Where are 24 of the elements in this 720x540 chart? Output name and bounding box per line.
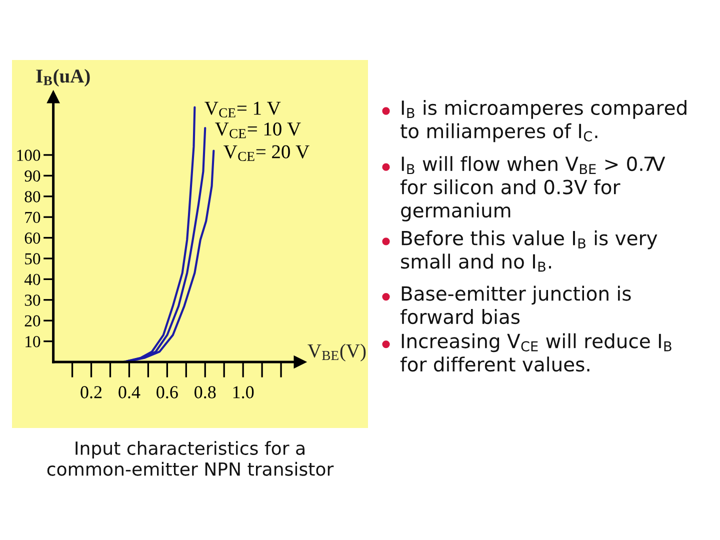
text: Increasing V$_{CE}$ will reduce I$_{B}$ for different values.	[400, 333, 672, 372]
x-tick-label: 1.0	[233, 386, 254, 398]
y-tick-label: 90	[24, 170, 40, 182]
y-tick-label: 40	[24, 274, 40, 286]
y-tick-label: 10	[26, 336, 40, 348]
y-tick-label: 50	[25, 253, 40, 264]
x-axis-title: V$_{BE}$(V)	[308, 344, 366, 362]
y-tick-label: 70	[25, 212, 40, 224]
series-label: V$_{CE}$= 20 V	[224, 145, 310, 161]
x-tick-label: 0.4	[118, 386, 140, 398]
y-tick-label: 80	[24, 191, 40, 202]
y-tick-label: 20	[24, 315, 40, 327]
y-tick-label: 30	[24, 294, 40, 306]
y-tick-label: 100	[17, 150, 40, 161]
text: Before this value I$_{B}$ is very small and no I$_{B}$.	[401, 230, 658, 272]
x-tick-label: 0.2	[80, 386, 102, 398]
series-label: V$_{CE}$= 10 V	[215, 122, 301, 138]
x-tick-label: 0.8	[194, 386, 216, 398]
text: I$_{B}$ is microamperes compared to miliamperes of I$_{C}$.	[400, 100, 686, 142]
text: Input characteristics for a common-emitter NPN transistor	[47, 441, 334, 476]
series-label: V$_{CE}$= 1 V	[204, 102, 281, 118]
y-axis-title: I$_{B}$(uA)	[36, 68, 90, 87]
x-tick-label: 0.6	[156, 386, 178, 398]
y-tick-label: 60	[24, 232, 40, 244]
